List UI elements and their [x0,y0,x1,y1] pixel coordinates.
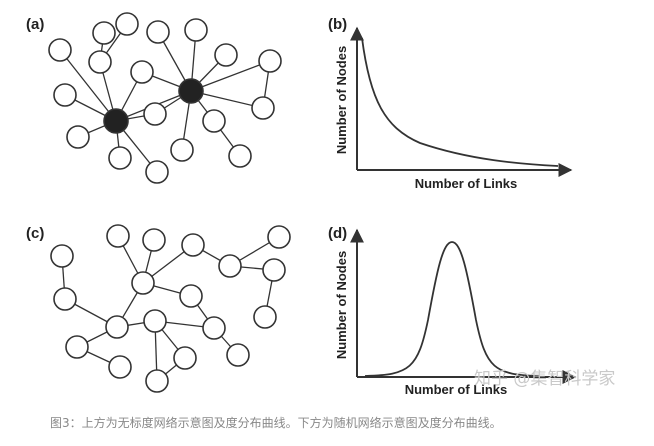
panel-a-label: (a) [26,16,44,33]
scale-free-node [108,146,132,170]
random-node [145,369,169,393]
random-node [142,228,166,252]
watermark: 知乎 @集智科学家 [474,369,615,389]
chart-d-curve [364,241,541,377]
scale-free-node [145,160,169,184]
scale-free-node [66,125,90,149]
chart-d-xlabel: Number of Links [405,382,508,397]
scale-free-edge [59,49,117,122]
random-node [143,309,167,333]
figure-caption: 图3：上方为无标度网络示意图及度分布曲线。下方为随机网络示意图及度分布曲线。 [50,416,502,430]
scale-free-network [48,12,282,184]
scale-free-hub-node [178,78,204,104]
scale-free-node [258,49,282,73]
random-node [267,225,291,249]
scale-free-node [202,109,226,133]
scale-free-node [214,43,238,67]
scale-free-node [251,96,275,120]
random-node [262,258,286,282]
scale-free-node [184,18,208,42]
scale-free-node [88,50,112,74]
scale-free-node [130,60,154,84]
scale-free-node [228,144,252,168]
random-node [253,305,277,329]
random-node [226,343,250,367]
scale-free-edge [190,60,271,92]
scale-free-node [92,21,116,45]
random-node [65,335,89,359]
chart-b: Number of Links Number of Nodes [334,26,573,191]
scale-free-node [48,38,72,62]
figure: (a) (b) (c) (d) Number of Links Number o… [26,12,615,397]
chart-b-ylabel: Number of Nodes [334,46,349,154]
scale-free-hub-node [103,108,129,134]
scale-free-node [115,12,139,36]
random-node [131,271,155,295]
random-node [181,233,205,257]
scale-free-node [143,102,167,126]
random-node [108,355,132,379]
random-node [179,284,203,308]
chart-b-xlabel: Number of Links [415,176,518,191]
random-node [106,224,130,248]
panel-c-label: (c) [26,225,44,242]
scale-free-node [53,83,77,107]
scale-free-node [146,20,170,44]
chart-d: Number of Links Number of Nodes [334,228,577,397]
random-node [202,316,226,340]
random-node [105,315,129,339]
chart-b-curve [361,37,559,167]
panel-d-label: (d) [328,225,347,242]
random-node [53,287,77,311]
random-node [218,254,242,278]
random-node [50,244,74,268]
random-node [173,346,197,370]
chart-d-ylabel: Number of Nodes [334,251,349,359]
scale-free-node [170,138,194,162]
panel-b-label: (b) [328,16,347,33]
random-network [50,224,291,393]
